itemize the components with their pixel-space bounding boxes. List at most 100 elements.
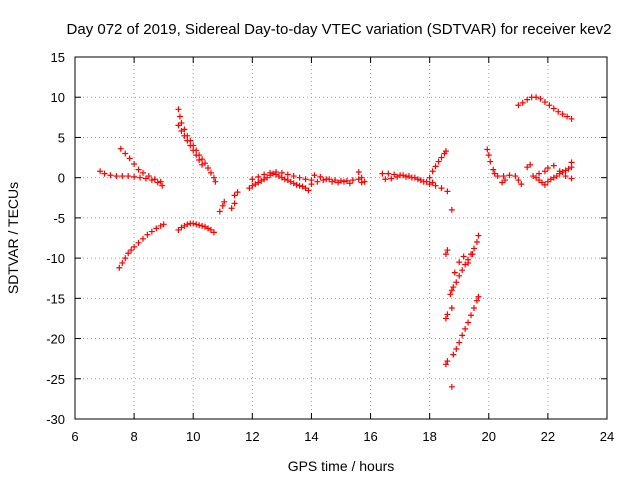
series-arc-m [379, 170, 451, 195]
y-tick-label: 5 [58, 130, 65, 145]
data-point [314, 178, 321, 185]
series-arc-u [484, 146, 509, 186]
data-point [308, 181, 315, 188]
data-point [456, 272, 463, 279]
x-tick-label: 8 [130, 429, 137, 444]
data-points [97, 94, 575, 390]
series-arc-x [533, 164, 575, 188]
data-point [361, 178, 368, 185]
data-point [444, 311, 451, 318]
data-point [515, 177, 522, 184]
x-axis-label: GPS time / hours [288, 458, 395, 474]
x-tick-label: 24 [600, 429, 614, 444]
data-point [541, 99, 548, 106]
data-point [559, 111, 566, 118]
data-point [447, 291, 454, 298]
data-point [444, 358, 451, 365]
y-tick-label: -25 [46, 372, 65, 387]
data-point [385, 170, 392, 177]
data-point [556, 168, 563, 175]
data-point [426, 174, 433, 181]
data-point [261, 171, 268, 178]
data-point [193, 221, 200, 228]
data-point [550, 162, 557, 169]
data-point [400, 172, 407, 179]
data-point [122, 150, 129, 157]
series-arc-l [355, 169, 368, 185]
data-point [154, 179, 161, 186]
data-point [153, 225, 160, 232]
data-point [175, 106, 182, 113]
series-arc-b [117, 145, 164, 185]
data-point [456, 339, 463, 346]
data-point [196, 156, 203, 163]
data-point [212, 178, 219, 185]
data-point [184, 221, 191, 228]
data-point [442, 251, 449, 258]
data-point [465, 319, 472, 326]
data-point [568, 115, 575, 122]
data-point [346, 180, 353, 187]
data-point [405, 173, 412, 180]
data-point [562, 173, 569, 180]
x-tick-label: 16 [363, 429, 377, 444]
data-point [199, 161, 206, 168]
data-point [429, 168, 436, 175]
data-point [278, 169, 285, 176]
data-point [423, 178, 430, 185]
data-point [550, 105, 557, 112]
data-point [207, 169, 214, 176]
data-point [448, 383, 455, 390]
data-point [148, 228, 155, 235]
data-point [494, 173, 501, 180]
data-point [210, 174, 217, 181]
series-arc-d [175, 106, 219, 185]
data-point [199, 222, 206, 229]
data-point [487, 158, 494, 165]
data-point [281, 176, 288, 183]
data-point [311, 172, 318, 179]
data-point [284, 171, 291, 178]
data-point [97, 168, 104, 175]
data-point [459, 267, 466, 274]
data-point [159, 182, 166, 189]
data-point [471, 245, 477, 252]
y-tick-label: -15 [46, 291, 65, 306]
data-point [541, 181, 548, 188]
data-point [329, 178, 336, 185]
data-point [296, 174, 303, 181]
data-point [125, 250, 132, 257]
y-tick-label: 0 [58, 171, 65, 186]
data-point [131, 243, 138, 250]
data-point [175, 122, 182, 129]
data-point [456, 259, 463, 266]
data-point [199, 156, 206, 163]
data-point [448, 206, 455, 213]
data-point [296, 182, 303, 189]
series-arc-h [246, 170, 312, 194]
series-arc-n [382, 172, 436, 186]
series-arc-k [311, 172, 353, 187]
series-arc-p [442, 206, 455, 258]
data-point [116, 264, 123, 271]
data-point [119, 259, 126, 266]
data-point [234, 189, 241, 196]
data-point [107, 172, 114, 179]
data-point [131, 173, 138, 180]
x-tick-label: 22 [541, 429, 555, 444]
data-point [450, 351, 457, 358]
data-point [355, 169, 362, 176]
data-point [450, 284, 457, 291]
data-point [417, 177, 424, 184]
series-arc-g [216, 189, 241, 215]
y-tick-label: -5 [53, 211, 65, 226]
data-point [471, 304, 477, 311]
data-point [518, 181, 525, 188]
data-point [444, 247, 451, 254]
data-point [219, 202, 226, 209]
data-point [442, 361, 449, 368]
data-point [500, 173, 507, 180]
data-point [184, 137, 191, 144]
data-point [448, 304, 455, 311]
